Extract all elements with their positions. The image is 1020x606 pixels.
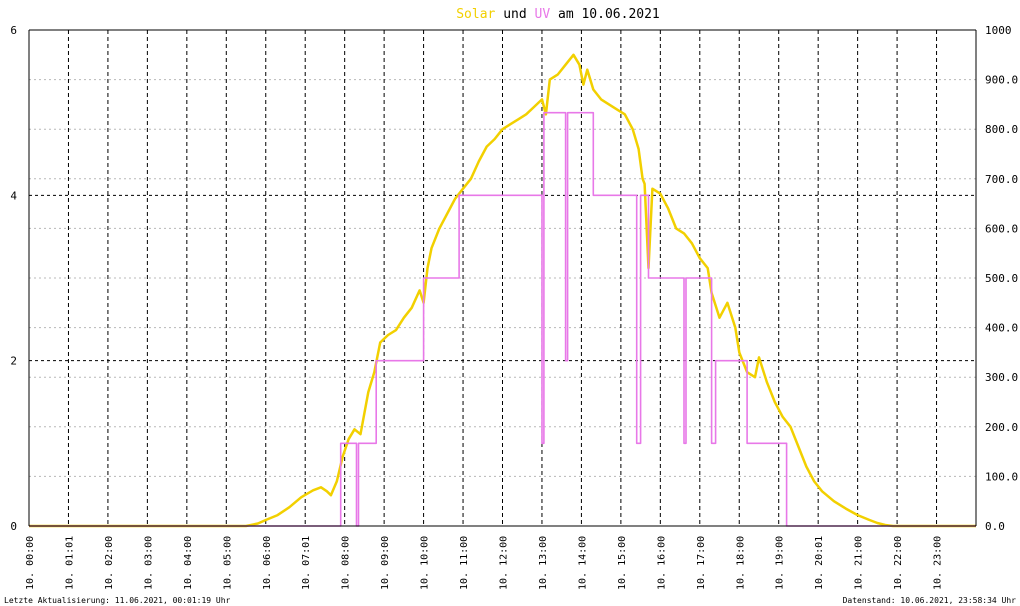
grid-lines	[29, 30, 976, 526]
y-right-tick-label: 800.0	[985, 123, 1018, 136]
x-tick-label: 10. 15:00	[617, 536, 628, 590]
x-tick-label: 10. 04:00	[183, 536, 194, 590]
x-tick-label: 10. 09:00	[380, 536, 391, 590]
x-tick-label: 10. 06:00	[262, 536, 273, 590]
x-tick-label: 10. 12:00	[499, 536, 510, 590]
x-tick-label: 10. 17:00	[696, 536, 707, 590]
series-line-uv	[29, 111, 976, 527]
x-tick-label: 10. 07:01	[301, 536, 312, 590]
x-tick-label: 10. 11:00	[459, 536, 470, 590]
x-tick-label: 10. 10:00	[420, 536, 431, 590]
chart-title: Solar und UV am 10.06.2021	[456, 7, 660, 22]
x-tick-label: 10. 08:00	[341, 536, 352, 590]
x-tick-label: 10. 18:00	[735, 536, 746, 590]
title-series-uv: UV	[535, 7, 551, 22]
y-right-tick-label: 600.0	[985, 222, 1018, 235]
y-left-tick-label: 0	[10, 520, 17, 533]
y-left-tick-label: 2	[10, 355, 17, 368]
x-tick-label: 10. 03:00	[143, 536, 154, 590]
axes	[28, 29, 977, 527]
x-tick-label: 10. 19:00	[775, 536, 786, 590]
y-right-tick-label: 1000	[985, 24, 1012, 37]
x-tick-label: 10. 21:00	[854, 536, 865, 590]
y-right-tick-label: 400.0	[985, 322, 1018, 335]
title-date: am 10.06.2021	[558, 7, 660, 22]
tick-labels: 0 2 4 6 0.0 100.0 200.0 300.0 400.0 500.0 600.0 700…	[10, 24, 1018, 590]
y-right-tick-label: 500.0	[985, 272, 1018, 285]
y-right-tick-label: 200.0	[985, 421, 1018, 434]
x-tick-label: 10. 01:01	[64, 536, 75, 590]
footer-data-timestamp: Datenstand: 10.06.2021, 23:58:34 Uhr	[842, 596, 1016, 605]
series-layer	[29, 53, 976, 528]
y-right-tick-label: 700.0	[985, 173, 1018, 186]
series-line-solar	[29, 53, 976, 528]
x-tick-label: 10. 16:00	[656, 536, 667, 590]
x-tick-label: 10. 05:00	[222, 536, 233, 590]
title-series-solar: Solar	[456, 7, 495, 22]
x-tick-label: 10. 02:00	[104, 536, 115, 590]
x-tick-label: 10. 22:00	[893, 536, 904, 590]
y-right-tick-label: 100.0	[985, 470, 1018, 483]
y-left-tick-label: 4	[10, 189, 17, 202]
x-tick-label: 10. 14:00	[577, 536, 588, 590]
y-right-tick-label: 300.0	[985, 371, 1018, 384]
title-connector: und	[503, 7, 526, 22]
x-tick-label: 10. 00:00	[25, 536, 36, 590]
y-left-tick-label: 6	[10, 24, 17, 37]
x-tick-label: 10. 20:01	[814, 536, 825, 590]
footer-last-update: Letzte Aktualisierung: 11.06.2021, 00:01…	[4, 596, 231, 605]
x-tick-label: 10. 13:00	[538, 536, 549, 590]
y-right-tick-label: 900.0	[985, 74, 1018, 87]
y-right-tick-label: 0.0	[985, 520, 1005, 533]
x-tick-label: 10. 23:00	[933, 536, 944, 590]
